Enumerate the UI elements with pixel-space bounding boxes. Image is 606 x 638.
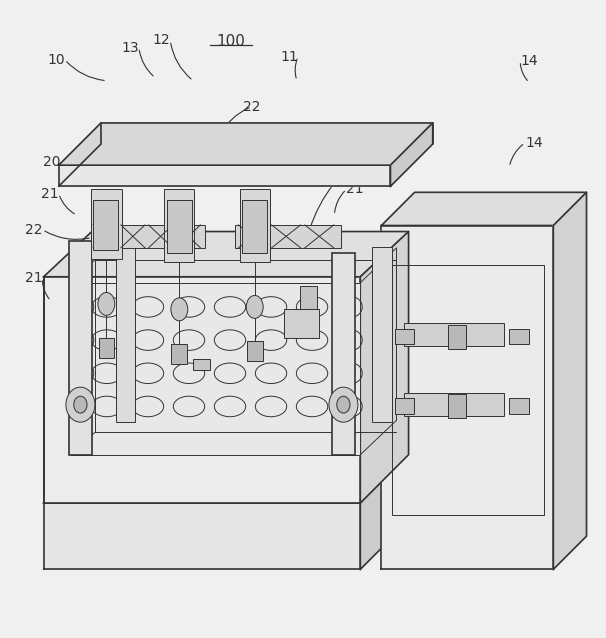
- Bar: [116, 241, 135, 422]
- Ellipse shape: [171, 298, 188, 321]
- Bar: [242, 200, 267, 253]
- Polygon shape: [390, 123, 433, 186]
- Bar: [91, 189, 122, 258]
- Bar: [404, 323, 504, 346]
- Text: 13: 13: [121, 41, 139, 55]
- Polygon shape: [44, 232, 408, 277]
- Polygon shape: [381, 225, 553, 569]
- Bar: [236, 225, 341, 248]
- Bar: [395, 329, 414, 345]
- Bar: [404, 392, 504, 415]
- Text: 20: 20: [43, 155, 61, 169]
- Text: 100: 100: [216, 34, 245, 49]
- Polygon shape: [361, 232, 408, 503]
- Polygon shape: [553, 192, 587, 569]
- Ellipse shape: [246, 295, 263, 318]
- Bar: [239, 189, 270, 262]
- Polygon shape: [381, 192, 587, 225]
- Text: 21: 21: [25, 271, 42, 285]
- Ellipse shape: [66, 387, 95, 422]
- Polygon shape: [361, 455, 408, 569]
- Bar: [509, 398, 528, 413]
- Text: 22: 22: [374, 143, 391, 157]
- Text: 22: 22: [243, 100, 261, 114]
- Text: 21: 21: [347, 182, 364, 197]
- Ellipse shape: [74, 396, 87, 413]
- Polygon shape: [44, 503, 361, 569]
- Ellipse shape: [98, 292, 115, 315]
- Text: 11: 11: [281, 50, 298, 64]
- Bar: [167, 200, 192, 253]
- Bar: [164, 189, 195, 262]
- Ellipse shape: [337, 396, 350, 413]
- Bar: [395, 398, 414, 413]
- Bar: [509, 329, 528, 345]
- Polygon shape: [59, 165, 390, 186]
- Text: 12: 12: [153, 33, 170, 47]
- Bar: [99, 338, 114, 358]
- Bar: [284, 309, 319, 338]
- Bar: [332, 253, 355, 455]
- Bar: [300, 286, 317, 309]
- Polygon shape: [44, 455, 408, 503]
- Polygon shape: [59, 123, 433, 165]
- Bar: [448, 394, 466, 418]
- Text: 22: 22: [25, 223, 42, 237]
- Text: 14: 14: [525, 136, 542, 150]
- Text: 10: 10: [47, 52, 65, 66]
- Bar: [448, 325, 466, 349]
- Bar: [193, 359, 210, 370]
- Bar: [93, 200, 118, 249]
- Bar: [44, 277, 361, 503]
- Text: 21: 21: [41, 186, 59, 200]
- Polygon shape: [71, 283, 361, 455]
- Bar: [247, 341, 262, 361]
- Bar: [171, 345, 187, 364]
- Bar: [392, 265, 544, 515]
- Bar: [91, 225, 205, 248]
- Bar: [372, 247, 391, 422]
- Bar: [69, 241, 92, 455]
- Text: 14: 14: [520, 54, 538, 68]
- Ellipse shape: [329, 387, 358, 422]
